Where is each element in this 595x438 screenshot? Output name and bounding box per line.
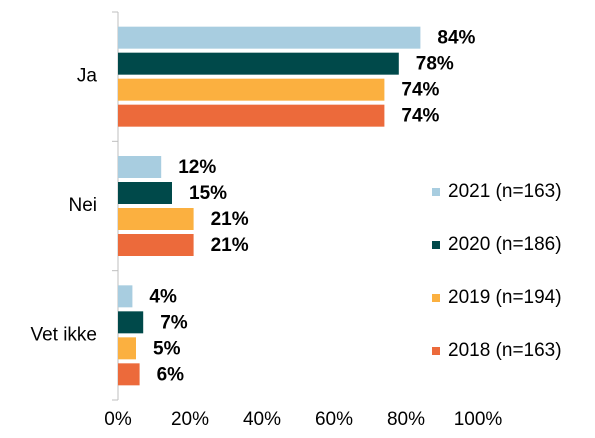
- x-tick-label: 20%: [171, 409, 209, 430]
- legend-swatch: [432, 294, 440, 302]
- legend-swatch: [432, 188, 440, 196]
- bar: [118, 156, 162, 178]
- value-label: 4%: [149, 286, 177, 307]
- bar: [118, 285, 133, 308]
- bar: [118, 234, 194, 256]
- value-label: 78%: [416, 54, 454, 75]
- value-label: 15%: [189, 183, 227, 204]
- legend-label: 2021 (n=163): [448, 181, 562, 202]
- legend-swatch: [432, 241, 440, 249]
- value-label: 12%: [178, 157, 216, 178]
- category-label: Vet ikke: [30, 324, 97, 345]
- value-label: 6%: [157, 364, 185, 385]
- category-label: Nei: [68, 195, 97, 216]
- bar: [118, 52, 399, 75]
- category-label: Ja: [77, 66, 98, 87]
- value-label: 21%: [211, 209, 249, 230]
- legend-label: 2019 (n=194): [448, 287, 562, 308]
- value-label: 74%: [401, 80, 439, 101]
- x-tick-label: 80%: [387, 409, 425, 430]
- x-tick-label: 0%: [104, 409, 132, 430]
- value-label: 5%: [153, 338, 181, 359]
- bar: [118, 311, 144, 334]
- x-tick-label: 60%: [315, 409, 353, 430]
- bar: [118, 337, 136, 360]
- bar: [118, 208, 194, 230]
- legend-label: 2018 (n=163): [448, 340, 562, 361]
- bar: [118, 26, 421, 49]
- value-label: 84%: [437, 28, 475, 49]
- value-label: 7%: [160, 312, 188, 333]
- bar: [118, 104, 385, 127]
- bar: [118, 182, 172, 204]
- legend-label: 2020 (n=186): [448, 234, 562, 255]
- bar: [118, 78, 385, 101]
- legend-swatch: [432, 347, 440, 355]
- value-label: 74%: [401, 106, 439, 127]
- x-tick-label: 100%: [454, 409, 503, 430]
- x-tick-label: 40%: [243, 409, 281, 430]
- value-label: 21%: [211, 235, 249, 256]
- bar: [118, 363, 140, 386]
